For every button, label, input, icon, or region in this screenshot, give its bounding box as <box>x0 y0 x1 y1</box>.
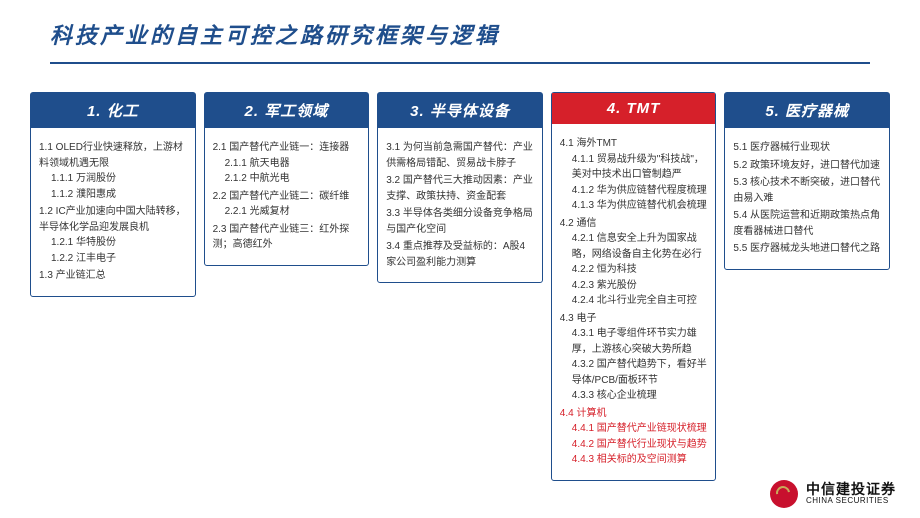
outline-item: 4.4 计算机 <box>560 406 708 422</box>
outline-item: 5.3 核心技术不断突破，进口替代由易入难 <box>733 175 881 206</box>
outline-item: 4.3.1 电子零组件环节实力雄厚，上游核心突破大势所趋 <box>560 326 708 357</box>
outline-item: 5.4 从医院运营和近期政策热点角度看器械进口替代 <box>733 208 881 239</box>
outline-item: 4.3.2 国产替代趋势下，看好半导体/PCB/面板环节 <box>560 357 708 388</box>
columns-container: 1. 化工1.1 OLED行业快速释放，上游材料领域机遇无限1.1.1 万润股份… <box>0 64 920 481</box>
page-title-bar: 科技产业的自主可控之路研究框架与逻辑 <box>0 0 920 56</box>
column-header: 2. 军工领域 <box>205 93 369 128</box>
footer-logo: 中信建投证券 CHINA SECURITIES <box>770 480 896 508</box>
company-name-cn: 中信建投证券 <box>806 482 896 497</box>
outline-item: 4.2.4 北斗行业完全自主可控 <box>560 293 708 309</box>
column-5: 5. 医疗器械 5.1 医疗器械行业现状 5.2 政策环境友好，进口替代加速5.3 … <box>724 92 890 270</box>
column-body: 4.1 海外TMT4.1.1 贸易战升级为"科技战"，美对中技术出口管制趋严4.… <box>552 124 716 480</box>
outline-item: 5.1 医疗器械行业现状 <box>733 140 881 156</box>
outline-item: 4.1.3 华为供应链替代机会梳理 <box>560 198 708 214</box>
outline-item: 2.3 国产替代产业链三：红外探测；高德红外 <box>213 222 361 253</box>
column-body: 5.1 医疗器械行业现状 5.2 政策环境友好，进口替代加速5.3 核心技术不断突… <box>725 128 889 269</box>
outline-item: 1.2.1 华特股份 <box>39 235 187 251</box>
column-4: 4. TMT4.1 海外TMT4.1.1 贸易战升级为"科技战"，美对中技术出口… <box>551 92 717 481</box>
outline-item: 4.1.1 贸易战升级为"科技战"，美对中技术出口管制趋严 <box>560 152 708 183</box>
outline-item: 1.3 产业链汇总 <box>39 268 187 284</box>
company-logo-text: 中信建投证券 CHINA SECURITIES <box>806 482 896 505</box>
outline-item: 4.1 海外TMT <box>560 136 708 152</box>
outline-item: 1.1 OLED行业快速释放，上游材料领域机遇无限 <box>39 140 187 171</box>
outline-item: 4.2.1 信息安全上升为国家战略，网络设备自主化势在必行 <box>560 231 708 262</box>
column-body: 3.1 为何当前急需国产替代：产业供需格局错配、贸易战卡脖子3.2 国产替代三大… <box>378 128 542 282</box>
column-header: 3. 半导体设备 <box>378 93 542 128</box>
outline-item: 5.2 政策环境友好，进口替代加速 <box>733 158 881 174</box>
outline-item: 5.5 医疗器械龙头地进口替代之路 <box>733 241 881 257</box>
outline-item: 4.4.1 国产替代产业链现状梳理 <box>560 421 708 437</box>
outline-item: 2.1.2 中航光电 <box>213 171 361 187</box>
column-header: 5. 医疗器械 <box>725 93 889 128</box>
column-header: 1. 化工 <box>31 93 195 128</box>
outline-item: 3.1 为何当前急需国产替代：产业供需格局错配、贸易战卡脖子 <box>386 140 534 171</box>
column-body: 2.1 国产替代产业链一：连接器2.1.1 航天电器2.1.2 中航光电 2.2 … <box>205 128 369 265</box>
outline-item: 4.4.2 国产替代行业现状与趋势 <box>560 437 708 453</box>
outline-item: 4.2.3 紫光股份 <box>560 278 708 294</box>
outline-item: 3.2 国产替代三大推动因素：产业支撑、政策扶持、资金配套 <box>386 173 534 204</box>
outline-item: 1.1.1 万润股份 <box>39 171 187 187</box>
outline-item: 3.3 半导体各类细分设备竞争格局与国产化空间 <box>386 206 534 237</box>
column-1: 1. 化工1.1 OLED行业快速释放，上游材料领域机遇无限1.1.1 万润股份… <box>30 92 196 297</box>
outline-item: 4.4.3 相关标的及空间测算 <box>560 452 708 468</box>
outline-item: 4.2.2 恒为科技 <box>560 262 708 278</box>
column-2: 2. 军工领域2.1 国产替代产业链一：连接器2.1.1 航天电器2.1.2 中… <box>204 92 370 266</box>
outline-item: 2.2.1 光威复材 <box>213 204 361 220</box>
outline-item: 2.1.1 航天电器 <box>213 156 361 172</box>
outline-item: 4.1.2 华为供应链替代程度梳理 <box>560 183 708 199</box>
column-3: 3. 半导体设备3.1 为何当前急需国产替代：产业供需格局错配、贸易战卡脖子3.… <box>377 92 543 283</box>
outline-item: 2.2 国产替代产业链二：碳纤维 <box>213 189 361 205</box>
outline-item: 1.2.2 江丰电子 <box>39 251 187 267</box>
outline-item: 2.1 国产替代产业链一：连接器 <box>213 140 361 156</box>
column-header: 4. TMT <box>552 93 716 124</box>
page-title: 科技产业的自主可控之路研究框架与逻辑 <box>50 18 920 50</box>
outline-item: 4.3.3 核心企业梳理 <box>560 388 708 404</box>
outline-item: 3.4 重点推荐及受益标的：A股4家公司盈利能力测算 <box>386 239 534 270</box>
company-name-en: CHINA SECURITIES <box>806 497 896 505</box>
column-body: 1.1 OLED行业快速释放，上游材料领域机遇无限1.1.1 万润股份1.1.2… <box>31 128 195 296</box>
outline-item: 4.3 电子 <box>560 311 708 327</box>
outline-item: 4.2 通信 <box>560 216 708 232</box>
company-logo-icon <box>770 480 798 508</box>
outline-item: 1.2 IC产业加速向中国大陆转移，半导体化学品迎发展良机 <box>39 204 187 235</box>
outline-item: 1.1.2 濮阳惠成 <box>39 187 187 203</box>
